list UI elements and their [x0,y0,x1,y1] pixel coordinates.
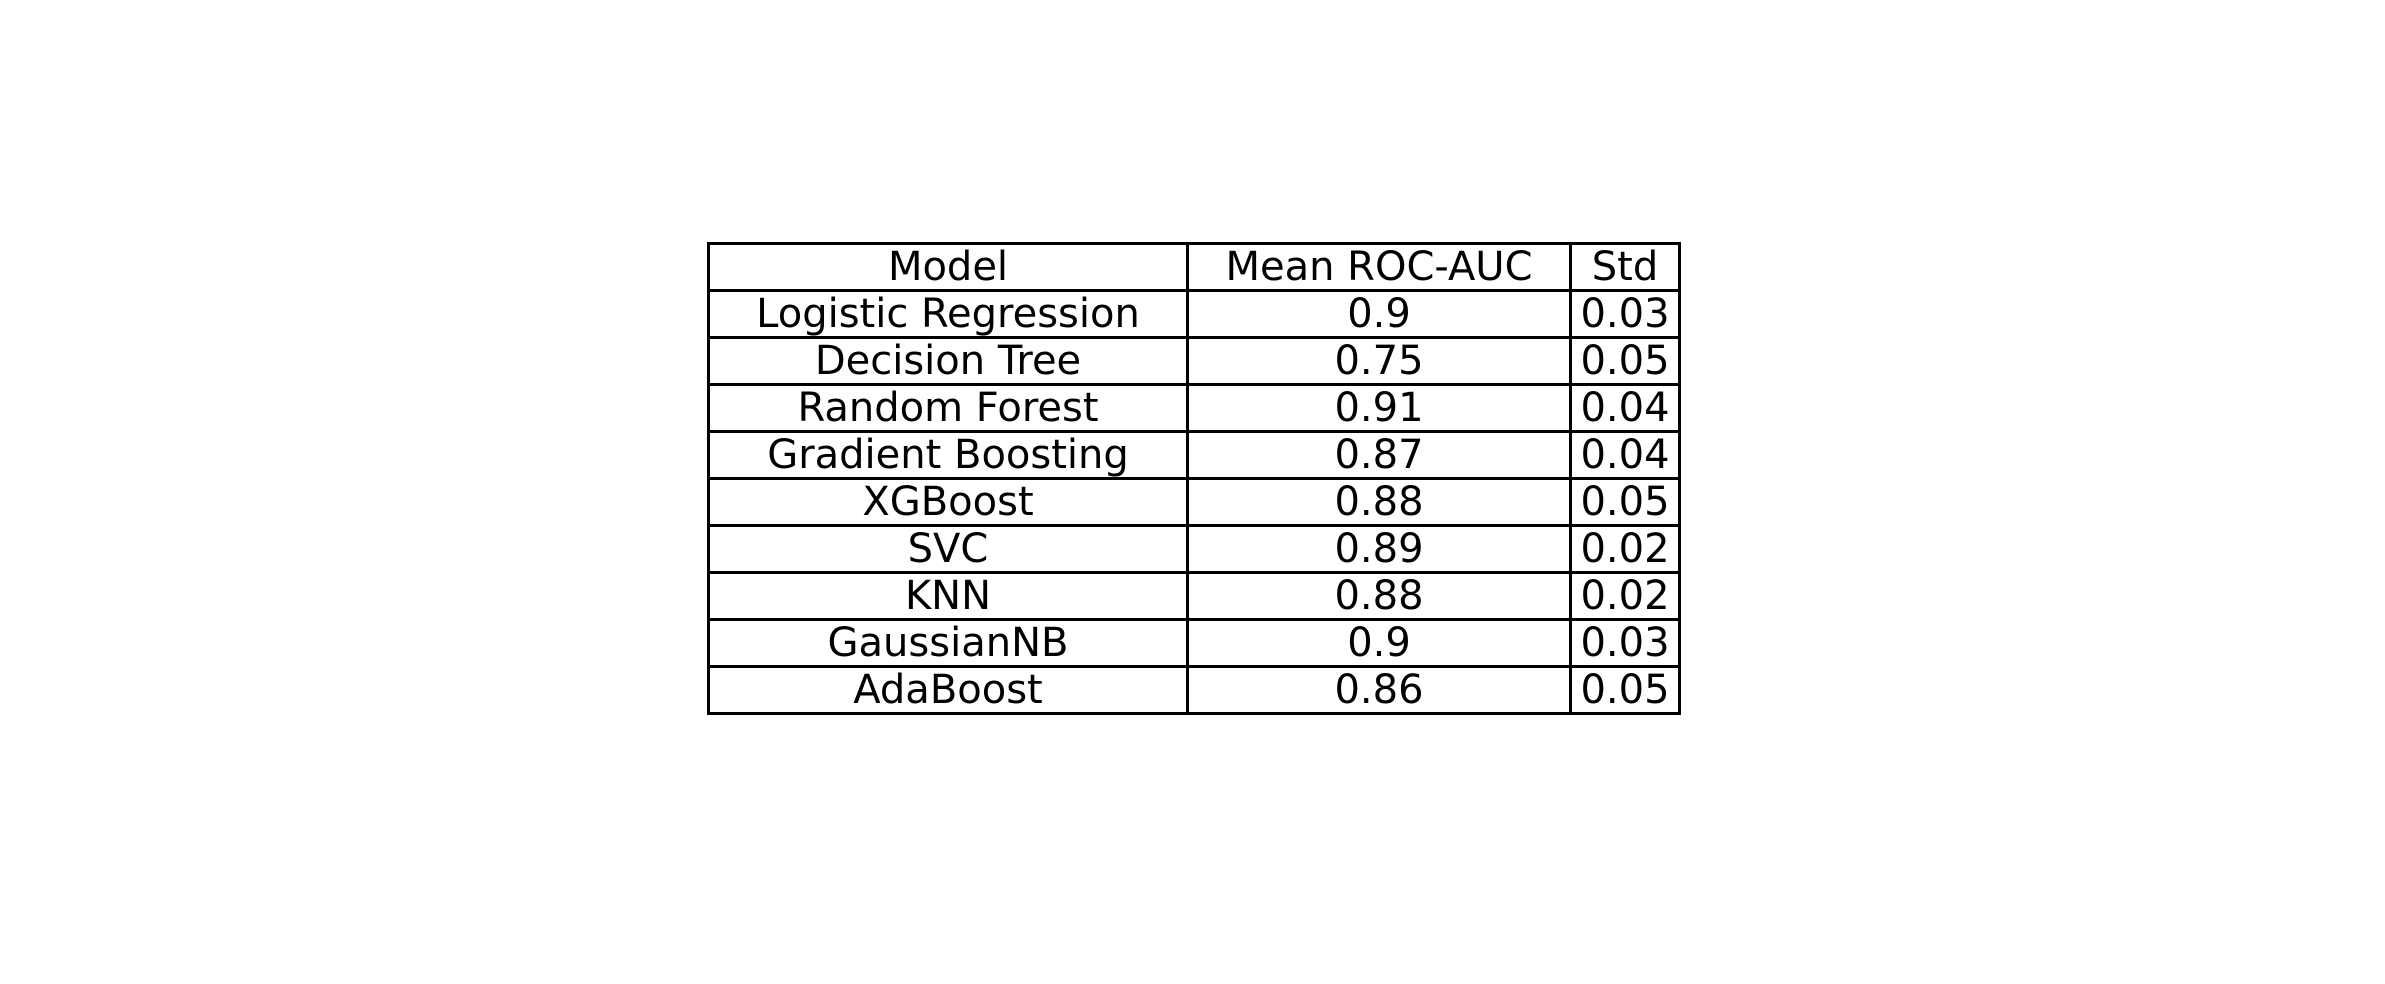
table-cell-mean-roc-auc: 0.75 [1186,336,1572,386]
table-row: KNN 0.88 0.02 [707,571,1681,621]
table-cell-std: 0.03 [1569,289,1681,339]
table-cell-model: Random Forest [707,383,1189,433]
results-table: Model Mean ROC-AUC Std Logistic Regression… [707,242,1681,715]
table-row: AdaBoost 0.86 0.05 [707,665,1681,715]
table-cell-model: Gradient Boosting [707,430,1189,480]
table-cell-model: Decision Tree [707,336,1189,386]
table-cell-std: 0.05 [1569,665,1681,715]
table-cell-std: 0.04 [1569,383,1681,433]
table-cell-model: Logistic Regression [707,289,1189,339]
table-row: Decision Tree 0.75 0.05 [707,336,1681,386]
table-row: XGBoost 0.88 0.05 [707,477,1681,527]
table-cell-mean-roc-auc: 0.88 [1186,571,1572,621]
column-header-mean-roc-auc: Mean ROC-AUC [1186,242,1572,292]
table-cell-mean-roc-auc: 0.87 [1186,430,1572,480]
table-row: Logistic Regression 0.9 0.03 [707,289,1681,339]
table-cell-std: 0.05 [1569,336,1681,386]
table-cell-std: 0.03 [1569,618,1681,668]
table-cell-std: 0.05 [1569,477,1681,527]
table-cell-mean-roc-auc: 0.91 [1186,383,1572,433]
column-header-model: Model [707,242,1189,292]
table-cell-std: 0.02 [1569,524,1681,574]
table-cell-mean-roc-auc: 0.89 [1186,524,1572,574]
table-cell-model: GaussianNB [707,618,1189,668]
table-body: Logistic Regression 0.9 0.03 Decision Tree 0… [707,289,1681,715]
table-cell-model: SVC [707,524,1189,574]
table-row: SVC 0.89 0.02 [707,524,1681,574]
table-header-row: Model Mean ROC-AUC Std [707,242,1681,292]
table-cell-mean-roc-auc: 0.88 [1186,477,1572,527]
table-cell-std: 0.04 [1569,430,1681,480]
table-row: GaussianNB 0.9 0.03 [707,618,1681,668]
table-row: Random Forest 0.91 0.04 [707,383,1681,433]
table-cell-mean-roc-auc: 0.86 [1186,665,1572,715]
table-cell-model: AdaBoost [707,665,1189,715]
table-cell-mean-roc-auc: 0.9 [1186,618,1572,668]
table-cell-model: KNN [707,571,1189,621]
table-cell-std: 0.02 [1569,571,1681,621]
table-cell-mean-roc-auc: 0.9 [1186,289,1572,339]
table-cell-model: XGBoost [707,477,1189,527]
table-row: Gradient Boosting 0.87 0.04 [707,430,1681,480]
column-header-std: Std [1569,242,1681,292]
